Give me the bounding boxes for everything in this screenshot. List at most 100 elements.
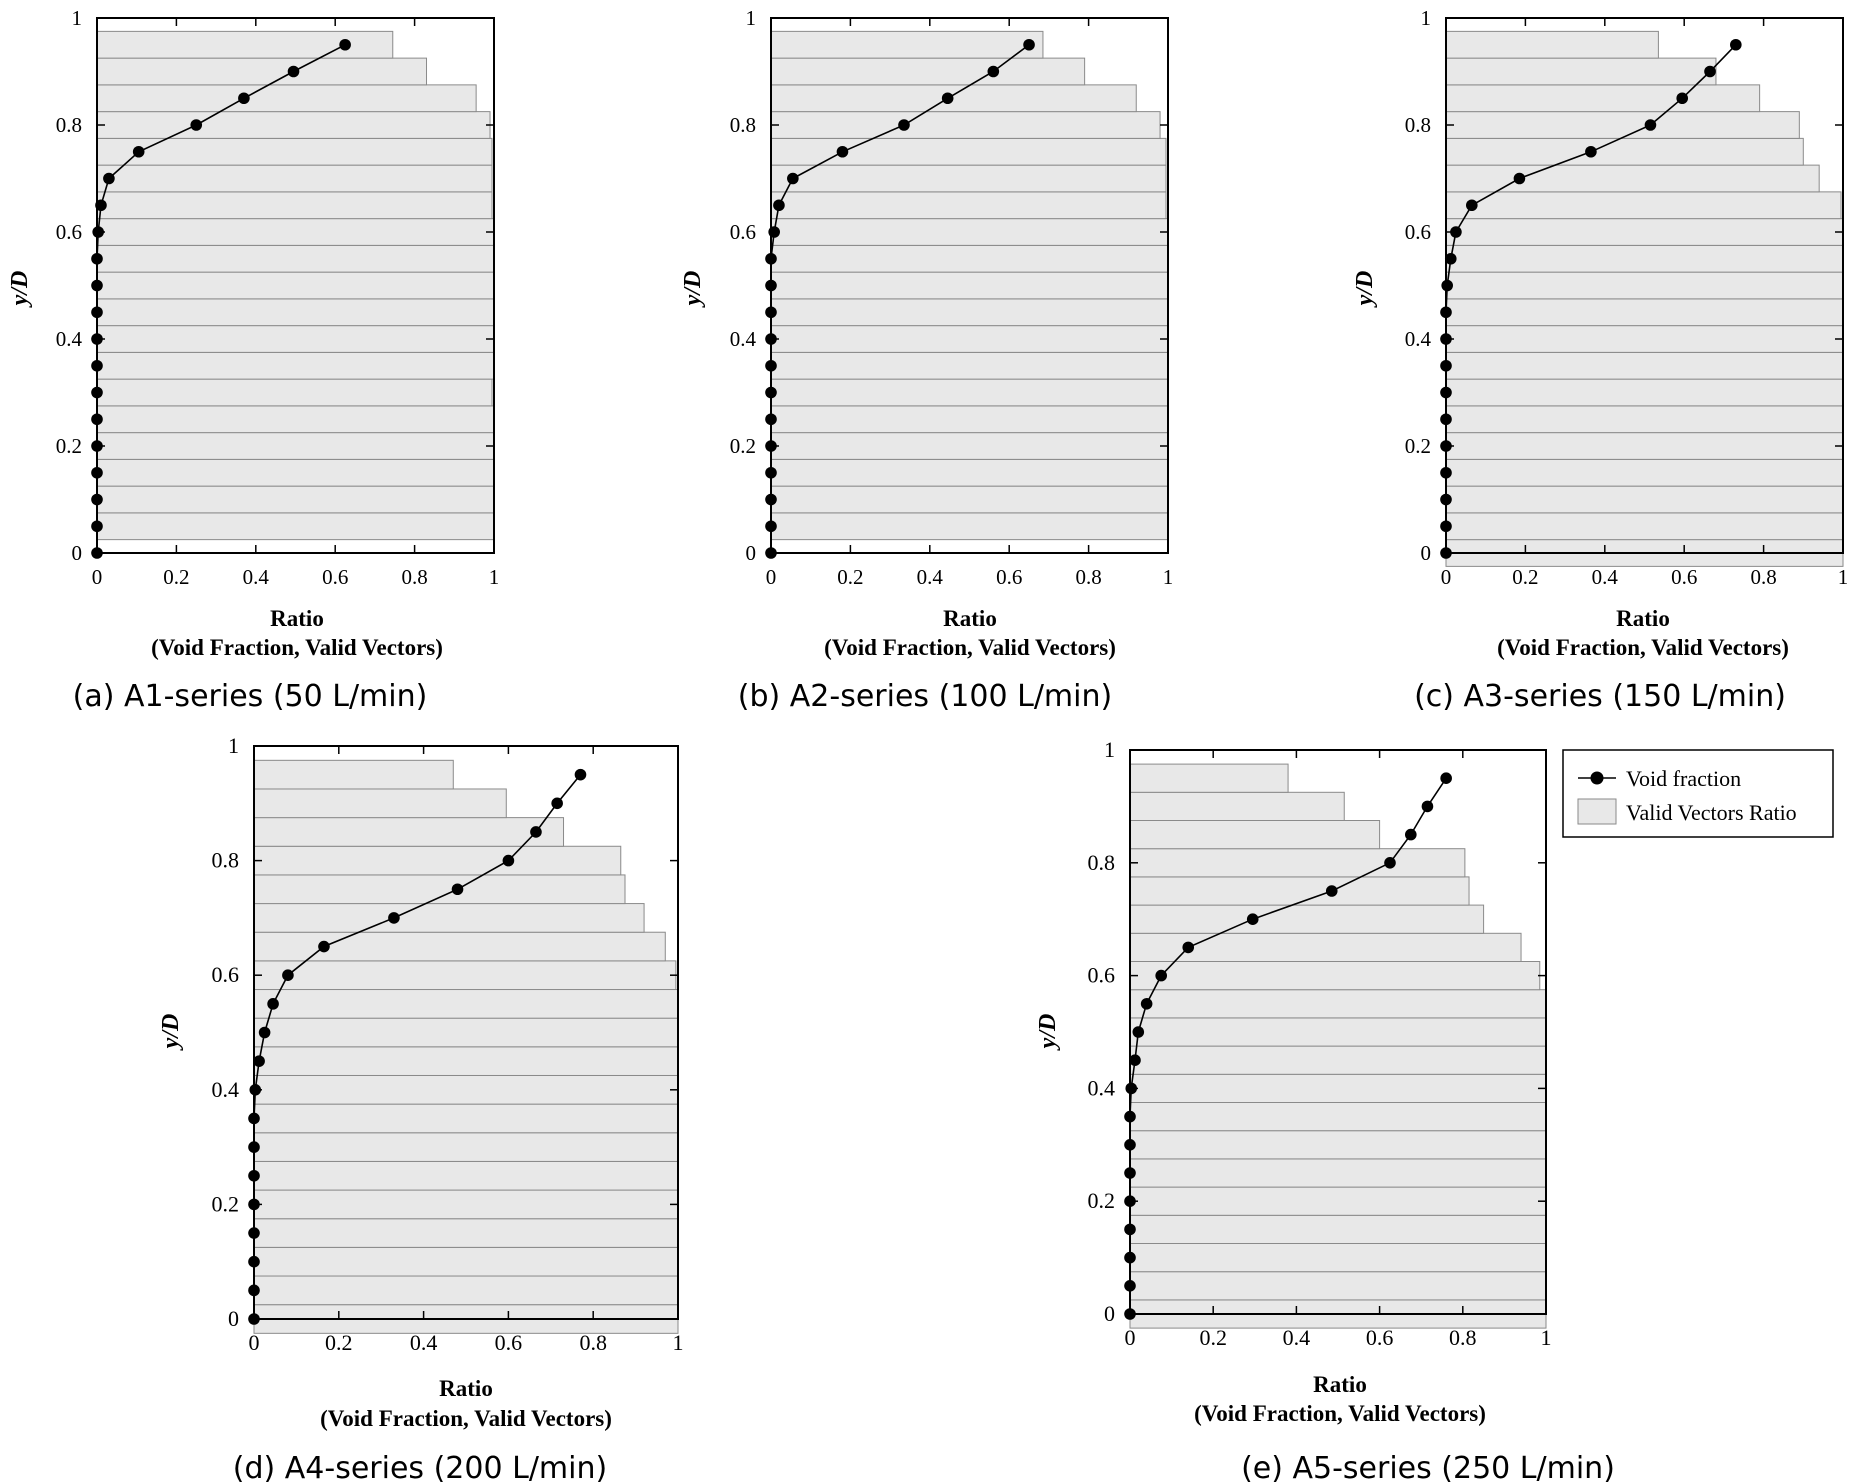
valid-vectors-bar — [1129, 1102, 1547, 1132]
void-fraction-point — [91, 413, 103, 426]
y-tick-label: 0.4 — [212, 1077, 240, 1102]
void-fraction-point — [1246, 913, 1259, 925]
valid-vectors-bar — [1445, 325, 1844, 353]
y-tick-label: 1 — [1104, 737, 1115, 762]
void-fraction-point — [1124, 1308, 1136, 1320]
void-fraction-point — [91, 306, 103, 319]
valid-vectors-bar — [770, 111, 1161, 139]
void-fraction-point — [1384, 857, 1396, 869]
plot-layer: 0 0.2 0.4 0.6 0.8 1 0 0.2 0.4 0.6 0.8 1 — [1405, 6, 1849, 589]
void-fraction-point — [248, 1284, 260, 1297]
x-tick-label: 0.8 — [579, 1330, 607, 1355]
void-fraction-point — [836, 145, 849, 158]
valid-vectors-bar — [770, 432, 1169, 460]
valid-vectors-bar — [1445, 30, 1659, 59]
valid-vectors-bar — [770, 84, 1137, 113]
valid-vectors-bar — [770, 218, 1169, 246]
void-fraction-point — [451, 883, 464, 896]
y-tick-label: 0.2 — [1088, 1188, 1116, 1213]
valid-vectors-bar — [1445, 512, 1844, 541]
y-tick-label: 0.8 — [1405, 113, 1431, 137]
x-tick-label: 0.4 — [917, 565, 944, 589]
xlabel-line2: (Void Fraction, Valid Vectors) — [1497, 635, 1789, 660]
valid-vectors-bar — [253, 874, 626, 905]
y-tick-label: 1 — [1421, 6, 1432, 30]
plot-layer: 0 0.2 0.4 0.6 0.8 1 0 0.2 0.4 0.6 0.8 1 — [1088, 737, 1552, 1350]
ylabel: y/D — [680, 271, 706, 309]
x-tick-label: 0.8 — [401, 565, 427, 589]
void-fraction-point — [91, 359, 103, 372]
valid-vectors-bar — [96, 351, 495, 380]
panel-b: 0 0.2 0.4 0.6 0.8 1 0 0.2 0.4 0.6 0.8 1 y/D Ratio (… — [680, 6, 1173, 714]
valid-vectors-bar — [253, 931, 666, 962]
void-fraction-point — [1405, 828, 1417, 841]
valid-vectors-bar — [770, 325, 1169, 353]
x-tick-label: 0 — [1441, 565, 1452, 589]
void-fraction-point — [1440, 520, 1452, 533]
y-tick-label: 0 — [1104, 1301, 1115, 1326]
x-tick-label: 0.2 — [1512, 565, 1538, 589]
valid-vectors-bar — [253, 1046, 679, 1076]
x-tick-label: 0.6 — [1671, 565, 1697, 589]
valid-vectors-bar — [1129, 1045, 1547, 1075]
void-fraction-point — [1124, 1195, 1136, 1207]
y-tick-label: 0 — [228, 1306, 239, 1331]
valid-vectors-bar — [770, 30, 1044, 59]
void-fraction-point — [253, 1055, 265, 1067]
valid-vectors-bar — [1445, 111, 1800, 139]
void-fraction-point — [765, 306, 777, 319]
void-fraction-point — [765, 279, 777, 292]
valid-vectors-bar — [253, 1017, 679, 1048]
legend-void-fraction-label: Void fraction — [1626, 766, 1741, 791]
y-tick-label: 0 — [746, 541, 757, 565]
void-fraction-point — [1676, 92, 1689, 105]
void-fraction-point — [95, 199, 107, 212]
legend-valid-vectors-label: Valid Vectors Ratio — [1626, 800, 1797, 825]
ylabel: y/D — [1352, 271, 1378, 309]
void-fraction-point — [1129, 1054, 1141, 1066]
void-fraction-point — [1440, 493, 1452, 506]
valid-vectors-bar — [1129, 1158, 1547, 1188]
valid-vectors-bar — [1445, 191, 1842, 220]
void-fraction-point — [318, 940, 330, 953]
void-fraction-point — [1140, 998, 1153, 1010]
y-tick-label: 0.8 — [56, 113, 82, 137]
valid-vectors-bar — [96, 485, 495, 514]
xlabel-line1: Ratio — [270, 606, 324, 631]
void-fraction-point — [1440, 333, 1452, 345]
valid-vectors-bar — [1445, 137, 1804, 166]
y-tick-label: 1 — [72, 6, 83, 30]
void-fraction-point — [773, 199, 785, 212]
valid-vectors-bar — [1129, 820, 1381, 850]
void-fraction-point — [190, 119, 203, 131]
void-fraction-point — [1124, 1139, 1136, 1151]
x-tick-label: 0 — [1125, 1325, 1136, 1350]
void-fraction-point — [91, 493, 103, 506]
void-fraction-point — [1444, 252, 1457, 265]
valid-vectors-bar — [1129, 932, 1522, 962]
xlabel-line1: Ratio — [943, 606, 997, 631]
void-fraction-point — [1440, 386, 1452, 399]
valid-vectors-bar — [1445, 218, 1844, 246]
void-fraction-point — [1124, 1167, 1136, 1179]
void-fraction-point — [91, 252, 103, 265]
valid-vectors-bar — [1445, 405, 1844, 434]
xlabel-line1: Ratio — [1313, 1372, 1367, 1397]
void-fraction-point — [1124, 1110, 1136, 1123]
x-tick-label: 1 — [673, 1330, 684, 1355]
void-fraction-point — [91, 279, 103, 292]
void-fraction-point — [1182, 941, 1195, 954]
void-fraction-point — [502, 854, 515, 867]
valid-vectors-bar — [770, 57, 1086, 86]
valid-vectors-bar — [253, 817, 565, 847]
valid-vectors-bar — [1129, 1073, 1547, 1104]
void-fraction-point — [1023, 38, 1035, 51]
x-tick-label: 0.2 — [837, 565, 863, 589]
valid-vectors-bar — [96, 325, 495, 353]
void-fraction-point — [1440, 772, 1452, 784]
valid-vectors-bar — [1129, 1017, 1547, 1047]
valid-vectors-bar — [1129, 791, 1345, 821]
panel-e: 0 0.2 0.4 0.6 0.8 1 0 0.2 0.4 0.6 0.8 1 y/D Ratio (… — [1035, 737, 1615, 1484]
void-fraction-point — [765, 493, 777, 506]
legend-bar-swatch — [1577, 798, 1617, 825]
